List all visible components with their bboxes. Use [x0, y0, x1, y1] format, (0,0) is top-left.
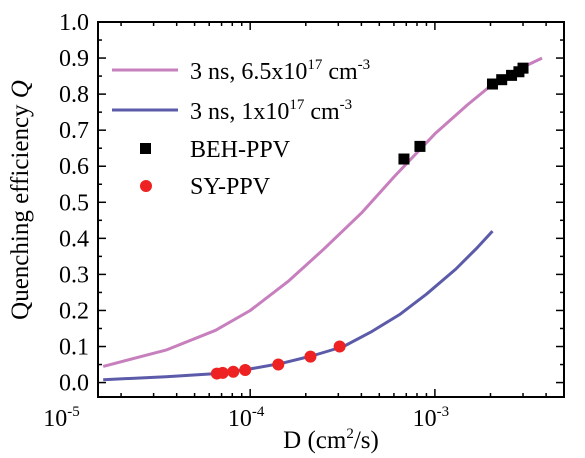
- data-point-beh-ppv: [398, 153, 410, 165]
- x-axis-title: D (cm2/s): [283, 426, 379, 454]
- data-point-beh-ppv: [506, 69, 518, 81]
- x-tick-label: 10-4: [228, 404, 265, 432]
- x-tick-label: 10-3: [413, 404, 450, 432]
- marker-layer: [210, 62, 529, 380]
- data-point-beh-ppv: [414, 140, 426, 152]
- data-point-sy-ppv: [239, 363, 252, 376]
- x-tick-label-base: 10: [43, 406, 67, 432]
- data-point-beh-ppv: [517, 62, 529, 74]
- legend-item-line-high: 3 ns, 6.5x1017 cm-3: [112, 57, 370, 85]
- x-axis-title-base: D (cm: [283, 427, 347, 454]
- legend-label-line-low: 3 ns, 1x1017 cm-3: [190, 97, 352, 125]
- y-tick-label: 0.7: [59, 118, 89, 144]
- data-point-sy-ppv: [304, 350, 317, 363]
- legend-label-line-high-sup: 17: [307, 57, 323, 73]
- data-point-beh-ppv: [486, 78, 498, 90]
- x-tick-label-exponent: -5: [67, 404, 80, 420]
- legend: 3 ns, 6.5x1017 cm-3 3 ns, 1x1017 cm-3 BE…: [112, 57, 370, 200]
- legend-label-sy-ppv: SY-PPV: [190, 174, 271, 200]
- x-axis-title-tail: /s): [354, 427, 379, 454]
- data-point-sy-ppv: [216, 366, 229, 379]
- legend-label-line-high: 3 ns, 6.5x1017 cm-3: [190, 57, 370, 85]
- x-tick-label-base: 10: [228, 406, 252, 432]
- data-point-sy-ppv: [227, 365, 240, 378]
- x-axis-title-superscript: 2: [346, 426, 354, 442]
- legend-label-beh-ppv: BEH-PPV: [190, 137, 291, 163]
- legend-label-line-low-main: 3 ns, 1x10: [190, 99, 289, 125]
- plot-frame: [97, 21, 565, 398]
- y-tick-label: 0.4: [59, 226, 89, 252]
- y-axis-title-symbol: Q: [7, 80, 34, 98]
- data-point-beh-ppv: [496, 74, 508, 86]
- x-tick-label: 10-5: [43, 404, 79, 432]
- legend-item-line-low: 3 ns, 1x1017 cm-3: [112, 97, 352, 125]
- y-tick-label: 0.6: [59, 154, 89, 180]
- x-tick-label-exponent: -4: [252, 404, 265, 420]
- data-point-sy-ppv: [333, 340, 346, 353]
- legend-label-line-high-sup2: -3: [358, 57, 371, 73]
- x-tick-label-base: 10: [413, 406, 437, 432]
- y-tick-label: 0.5: [59, 190, 89, 216]
- legend-swatch-beh-ppv: [140, 143, 151, 154]
- y-tick-label: 0.1: [59, 335, 89, 361]
- legend-label-line-low-mid: cm: [304, 99, 340, 125]
- y-tick-label: 0.9: [59, 46, 89, 72]
- legend-item-beh-ppv: BEH-PPV: [140, 137, 291, 163]
- y-tick-label: 0.2: [59, 298, 89, 324]
- x-axis: 10-5 10-4 10-3: [43, 22, 565, 432]
- y-tick-label: 1.0: [59, 10, 89, 36]
- data-point-sy-ppv: [272, 358, 285, 371]
- y-tick-label: 0.3: [59, 262, 89, 288]
- y-tick-label: 0.8: [59, 82, 89, 108]
- y-axis: 0.0 0.1 0.2 0.3 0.4 0.5 0.6 0.7 0.8 0.9 1.0: [59, 10, 564, 397]
- legend-item-sy-ppv: SY-PPV: [140, 174, 271, 200]
- legend-label-line-low-sup2: -3: [340, 97, 353, 113]
- y-axis-title-main: Quenching efficiency: [7, 98, 34, 320]
- y-tick-label: 0.0: [59, 371, 89, 397]
- legend-label-line-low-sup: 17: [289, 97, 305, 113]
- y-axis-title: Quenching efficiency Q: [7, 80, 34, 320]
- legend-label-line-high-mid: cm: [322, 59, 358, 85]
- x-tick-label-exponent: -3: [437, 404, 450, 420]
- legend-label-line-high-main: 3 ns, 6.5x10: [190, 59, 307, 85]
- plot-area: 10-5 10-4 10-3 0.00.10.20.30.40.50.60.70.8…: [43, 10, 565, 432]
- legend-swatch-sy-ppv: [140, 180, 152, 192]
